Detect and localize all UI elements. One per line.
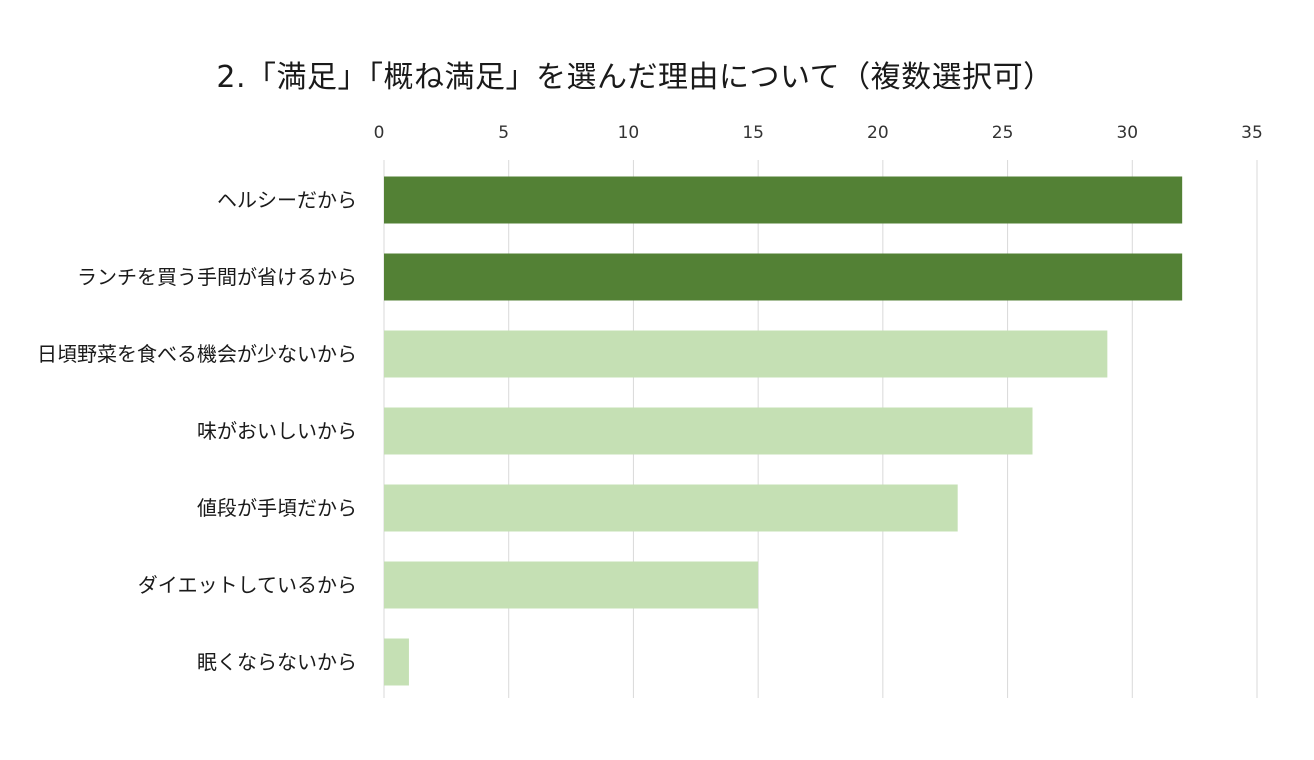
bar bbox=[384, 484, 958, 532]
x-tick-label: 15 bbox=[742, 123, 764, 143]
x-tick-label: 20 bbox=[867, 123, 889, 143]
bar bbox=[384, 638, 409, 686]
x-tick-label: 5 bbox=[498, 123, 509, 143]
bar bbox=[384, 407, 1033, 455]
x-tick-label: 35 bbox=[1241, 123, 1263, 143]
category-label: 眠くならないから bbox=[197, 650, 357, 674]
category-label: ヘルシーだから bbox=[217, 188, 357, 212]
category-label: ダイエットしているから bbox=[138, 573, 357, 597]
bar bbox=[384, 561, 759, 609]
x-tick-label: 0 bbox=[374, 123, 385, 143]
bar bbox=[384, 176, 1183, 224]
x-tick-label: 30 bbox=[1116, 123, 1138, 143]
bar bbox=[384, 330, 1108, 378]
category-label: 日頃野菜を食べる機会が少ないから bbox=[37, 342, 357, 366]
bar bbox=[384, 253, 1183, 301]
category-label: ランチを買う手間が省けるから bbox=[77, 265, 357, 289]
category-label: 味がおいしいから bbox=[197, 419, 357, 443]
chart-title: 2.「満足」「概ね満足」を選んだ理由について（複数選択可） bbox=[216, 60, 1054, 95]
category-label: 値段が手頃だから bbox=[197, 496, 357, 520]
x-tick-label: 10 bbox=[618, 123, 640, 143]
x-tick-label: 25 bbox=[992, 123, 1014, 143]
